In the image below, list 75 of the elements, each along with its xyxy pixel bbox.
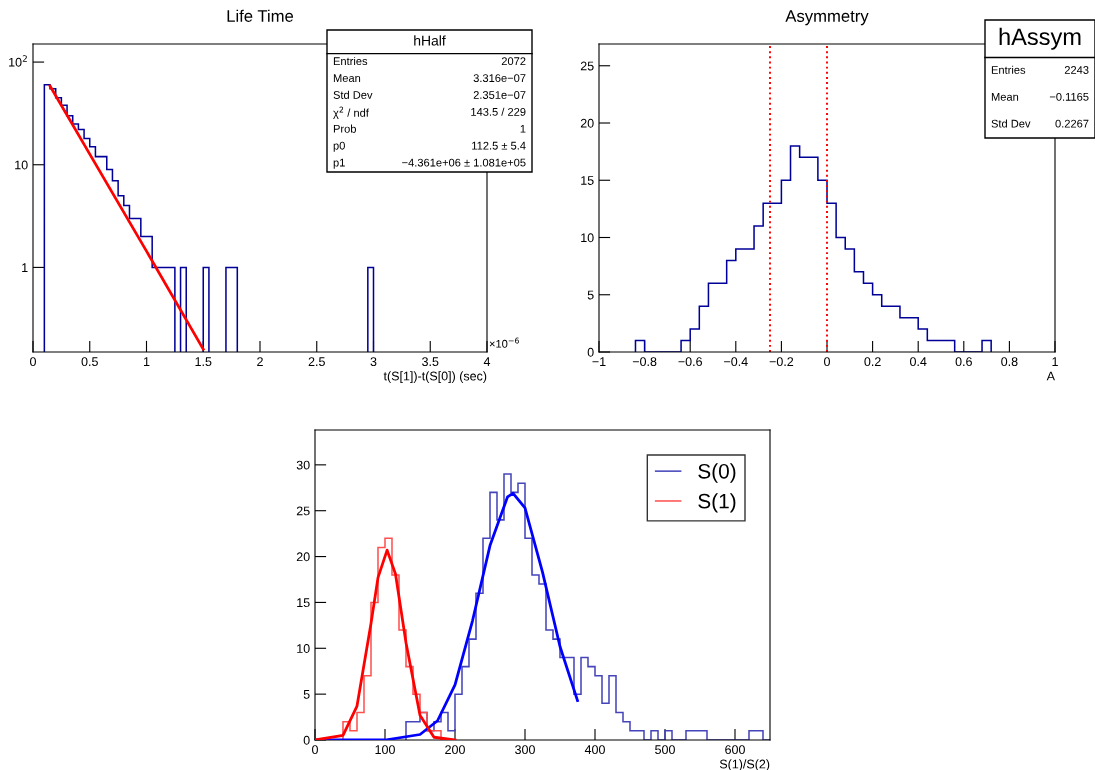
chart-title: Asymmetry [785, 10, 869, 26]
x-tick-label: 600 [725, 745, 745, 755]
annotation: Mean [991, 93, 1019, 101]
y-tick-label: 1 [22, 263, 28, 272]
x-tick-label: 3.5 [422, 357, 439, 367]
x-tick-label: 2 [257, 357, 263, 366]
annotation: Entries [991, 65, 1026, 74]
y-tick-label: 10 [15, 160, 28, 170]
x-tick-label: −0.4 [724, 357, 748, 367]
x-tick-label: 4 [483, 357, 491, 366]
y-tick-label: 30 [296, 460, 310, 470]
x-tick-label: 0 [30, 357, 36, 367]
legend-label: S(1) [698, 493, 736, 513]
annotation: hAssym [999, 27, 1081, 50]
annotation: 143.5 / 229 [471, 107, 526, 116]
line-series [48, 84, 205, 351]
x-tick-label: 0.8 [1001, 357, 1018, 367]
x-tick-label: 400 [584, 745, 605, 755]
x-axis-title: t(S[1])-t(S[0]) (sec) [383, 371, 487, 383]
text: 0.2267 [1055, 119, 1089, 128]
annotation: Prob [333, 124, 356, 133]
x-tick-label: 2.5 [308, 357, 325, 367]
y-tick-label: 10 [297, 644, 310, 653]
annotation: Std Dev [991, 119, 1031, 128]
y-tick-label: 15 [581, 176, 594, 185]
x-tick-label: −0.8 [632, 357, 657, 367]
y-tick-label: 25 [296, 506, 310, 516]
x-axis-title: S(1)/S(2) [719, 759, 770, 770]
y-tick-label: 20 [296, 552, 310, 562]
text: 1 [520, 124, 526, 133]
y-tick-label: 25 [580, 61, 594, 71]
x-tick-label: 1 [143, 357, 150, 366]
y-tick-label: 5 [303, 690, 310, 699]
y-tick-label: 0 [303, 735, 310, 745]
annotation: p0 [333, 141, 345, 152]
annotation: Std Dev [333, 90, 373, 99]
x-tick-label: 1.5 [195, 357, 212, 367]
x-tick-label: 0.2 [864, 357, 881, 367]
chart-title: Life Time [227, 9, 294, 22]
y-tick-label: 15 [297, 598, 310, 608]
y-tick-label: 10 [581, 233, 594, 243]
x-axis-title: A [1046, 371, 1055, 381]
x-tick-label: 500 [655, 745, 675, 755]
x-tick-label: 1 [1052, 357, 1058, 366]
x-tick-label: 3 [370, 357, 377, 367]
text: 2243 [1064, 66, 1089, 74]
annotation: 2.351e−07 [473, 91, 526, 99]
x-tick-label: 200 [445, 745, 465, 755]
x-tick-label: 0.5 [81, 357, 98, 367]
text: 2072 [501, 57, 526, 66]
y-tick-label: 0 [587, 347, 594, 357]
x-tick-label: 100 [375, 745, 395, 755]
annotation: 3.316e−07 [473, 74, 526, 83]
annotation: Mean [333, 74, 361, 83]
annotation: hHalf [414, 35, 446, 46]
x-tick-label: 0 [824, 357, 830, 367]
annotation: −0.1165 [1049, 92, 1089, 101]
text: ×10$^{−6}$ [489, 337, 519, 348]
x-tick-label: −0.2 [769, 357, 794, 367]
x-tick-label: −1 [592, 357, 606, 366]
annotation: 112.5 ± 5.4 [472, 141, 526, 150]
y-tick-label: 10$^{2}$ [9, 55, 27, 67]
annotation: Entries [333, 56, 368, 66]
y-tick-label: 5 [587, 290, 594, 300]
line-series [315, 548, 457, 740]
y-tick-label: 20 [580, 118, 594, 128]
annotation: −4.361e+06 ± 1.081e+05 [402, 158, 526, 167]
x-tick-label: 0.4 [910, 357, 927, 367]
x-tick-label: −0.6 [678, 357, 702, 367]
annotation: p1 [333, 158, 345, 169]
annotation: χ$^{2}$ / ndf [333, 106, 369, 119]
legend-label: S(0) [698, 463, 736, 483]
x-tick-label: 0.6 [955, 357, 972, 367]
x-tick-label: 300 [515, 745, 535, 755]
x-tick-label: 0 [312, 745, 318, 755]
